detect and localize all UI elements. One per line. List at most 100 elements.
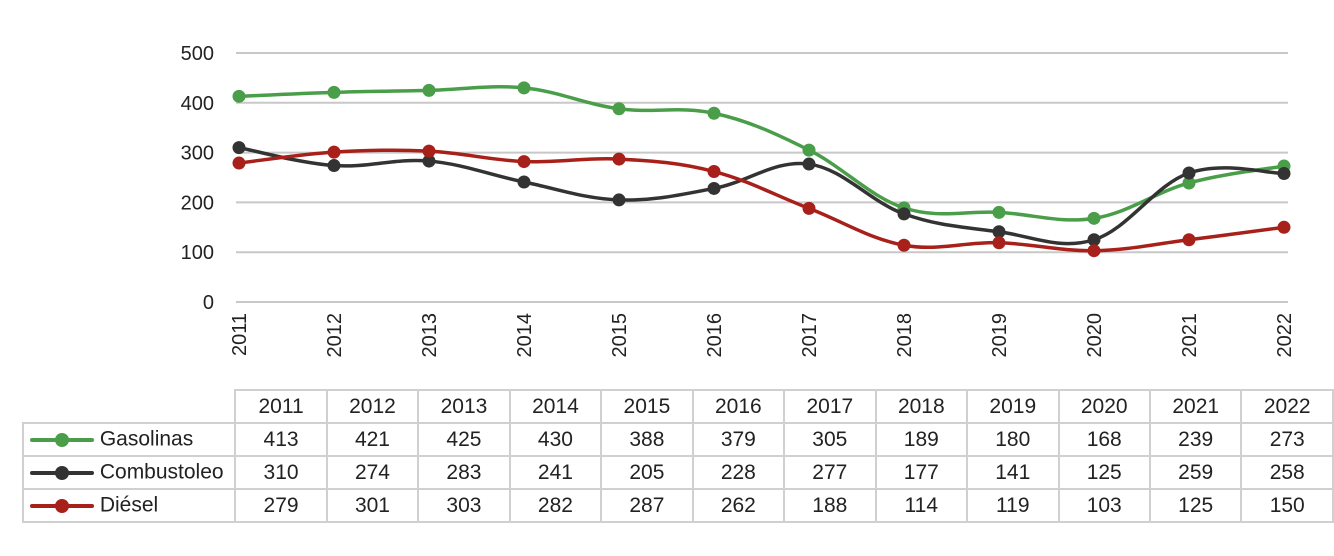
x-tick-label: 2019 [989,313,1011,358]
table-cell: 430 [508,422,603,457]
legend-marker-diesel-icon [30,498,94,513]
table-row-combustoleo: Combustoleo 310 274 283 241 205 228 277 … [21,455,1334,490]
table-cell: 279 [234,488,328,523]
data-point-marker [897,207,911,221]
data-point-marker [1277,220,1291,234]
data-point-marker [992,225,1006,239]
series-combustoleo [232,141,1291,247]
x-tick-label: 2020 [1084,313,1106,358]
table-cell: 125 [1148,488,1243,523]
y-axis-ticks: 0 100 200 300 400 500 [181,43,214,314]
header-year: 2019 [966,389,1060,424]
data-point-marker [422,83,436,97]
table-row-diesel: Diésel 279 301 303 282 287 262 188 114 1… [21,488,1334,523]
table-cell: 241 [508,455,603,490]
data-point-marker [422,144,436,158]
x-tick-label: 2011 [229,313,251,356]
data-point-marker [232,156,246,170]
data-point-marker [1087,244,1101,258]
data-point-marker [327,85,341,99]
table-cell: 388 [600,422,694,457]
data-point-marker [1087,211,1101,225]
data-point-marker [707,181,721,195]
table-cell: 228 [691,455,786,490]
data-point-marker [802,201,816,215]
table-cell: 180 [966,422,1060,457]
data-point-marker [517,155,531,169]
row-label: Combustoleo [21,455,237,490]
series-gasolinas [232,81,1291,225]
y-tick-label: 100 [181,242,214,264]
table-corner [23,390,237,424]
header-year: 2022 [1240,389,1334,424]
data-point-marker [232,141,246,155]
data-point-marker [707,106,721,120]
table-cell: 177 [874,455,969,490]
table-cell: 287 [600,488,694,523]
table-cell: 273 [1240,422,1334,457]
data-point-marker [992,236,1006,250]
header-year: 2016 [691,389,786,424]
legend-marker-combustoleo-icon [30,465,94,480]
header-year: 2013 [417,389,511,424]
table-cell: 141 [966,455,1060,490]
data-point-marker [1087,233,1101,247]
x-tick-label: 2012 [324,313,346,358]
data-point-marker [422,154,436,168]
data-point-marker [897,238,911,252]
data-point-marker [1182,176,1196,190]
table-cell: 150 [1240,488,1334,523]
x-tick-label: 2018 [894,313,916,358]
table-cell: 119 [966,488,1060,523]
table-cell: 301 [325,488,420,523]
table-cell: 282 [508,488,603,523]
x-axis-ticks: 2011 2012 2013 2014 2015 2016 2017 2018 2019 2020… [229,313,1296,358]
table-cell: 310 [234,455,328,490]
table-cell: 103 [1057,488,1151,523]
data-table: 2011 2012 2013 2014 2015 2016 2017 2018 … [21,389,1334,523]
data-point-marker [1182,166,1196,180]
y-tick-label: 500 [181,43,214,65]
header-year: 2011 [234,389,328,424]
table-cell: 259 [1148,455,1243,490]
table-cell: 379 [691,422,786,457]
data-point-marker [327,145,341,159]
table-cell: 274 [325,455,420,490]
header-year: 2012 [325,389,420,424]
table-cell: 125 [1057,455,1151,490]
series-diésel [232,144,1291,258]
data-point-marker [612,193,626,207]
y-tick-label: 200 [181,192,214,214]
row-label: Diésel [21,488,237,523]
data-point-marker [612,152,626,166]
header-year: 2014 [508,389,603,424]
x-tick-label: 2015 [609,313,631,358]
table-cell: 303 [417,488,511,523]
header-year: 2021 [1148,389,1243,424]
table-cell: 205 [600,455,694,490]
table-cell: 413 [234,422,328,457]
data-point-marker [802,157,816,171]
series-name: Gasolinas [99,427,194,451]
x-tick-label: 2022 [1274,313,1296,358]
data-point-marker [327,159,341,173]
data-point-marker [1277,167,1291,181]
table-cell: 421 [325,422,420,457]
legend-marker-gasolinas-icon [30,432,94,447]
data-point-marker [517,175,531,189]
table-cell: 114 [874,488,969,523]
y-tick-label: 300 [181,143,214,165]
table-cell: 188 [783,488,877,523]
data-point-marker [517,81,531,95]
header-year: 2015 [600,389,694,424]
table-cell: 239 [1148,422,1243,457]
table-cell: 305 [783,422,877,457]
data-point-marker [802,143,816,157]
data-point-marker [707,165,721,179]
header-year: 2020 [1057,389,1151,424]
table-row-gasolinas: Gasolinas 413 421 425 430 388 379 305 18… [21,422,1334,457]
table-cell: 283 [417,455,511,490]
row-label: Gasolinas [21,422,237,457]
y-tick-label: 400 [181,93,214,115]
